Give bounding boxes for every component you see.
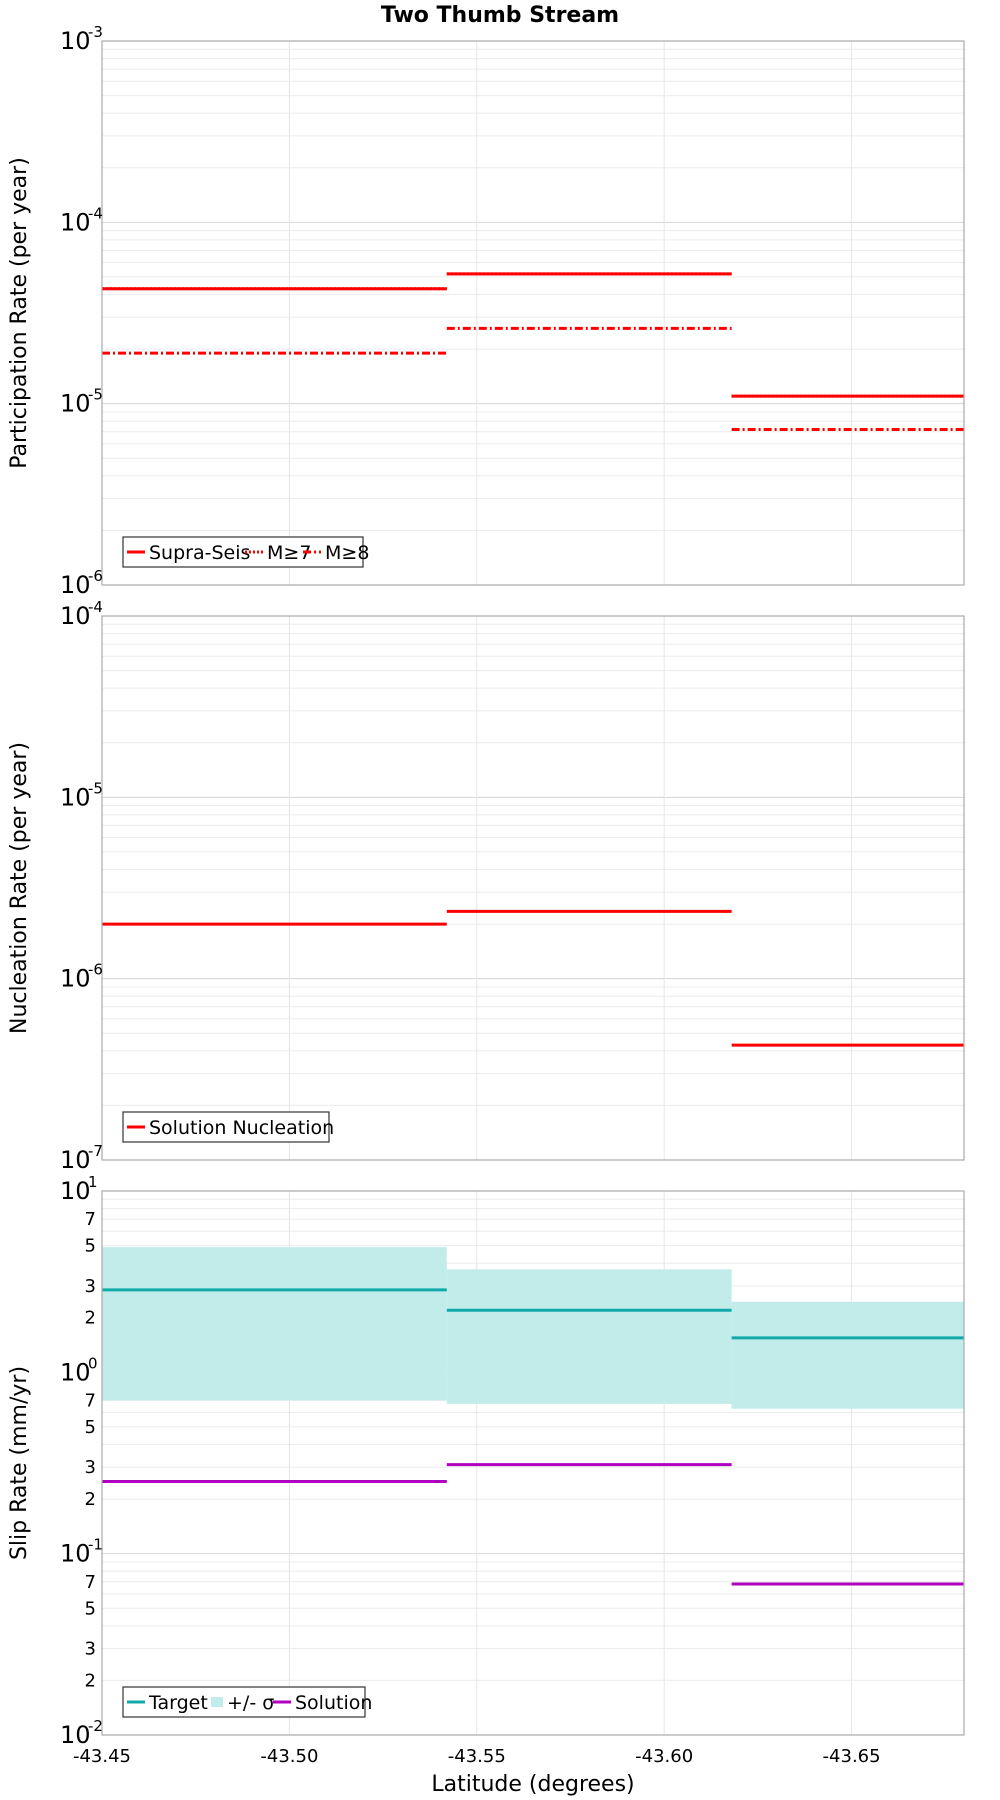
sigma-band-segment bbox=[731, 1301, 964, 1409]
plot-frame bbox=[101, 615, 965, 1161]
legend-box bbox=[122, 1686, 366, 1718]
y-tick-label: 10 bbox=[60, 571, 91, 599]
y-tick-label: 10 bbox=[60, 783, 91, 811]
y-minor-tick-label: 3 bbox=[85, 1457, 96, 1478]
y-tick-label: 10 bbox=[60, 965, 91, 993]
y-tick-exponent: 1 bbox=[88, 1173, 98, 1191]
x-axis-label: Latitude (degrees) bbox=[431, 1772, 634, 1797]
y-minor-tick-label: 5 bbox=[85, 1598, 96, 1619]
y-tick-exponent: -6 bbox=[88, 961, 103, 979]
y-minor-tick-label: 7 bbox=[85, 1572, 96, 1593]
y-axis-label: Participation Rate (per year) bbox=[7, 157, 32, 469]
legend-label: M≥7 bbox=[267, 542, 311, 564]
y-tick-exponent: -5 bbox=[88, 386, 103, 404]
x-tick-label: -43.45 bbox=[73, 1746, 131, 1767]
legend-label: M≥8 bbox=[325, 542, 369, 564]
y-tick-exponent: -2 bbox=[88, 1717, 103, 1735]
legend-box bbox=[122, 1111, 330, 1143]
sigma-band-segment bbox=[102, 1247, 447, 1401]
plot-frame bbox=[101, 1190, 965, 1736]
y-tick-label: 10 bbox=[60, 390, 91, 418]
y-tick-exponent: -1 bbox=[88, 1536, 103, 1554]
y-tick-label: 10 bbox=[60, 1358, 91, 1386]
y-tick-exponent: -4 bbox=[88, 204, 103, 222]
x-tick-label: -43.55 bbox=[448, 1746, 506, 1767]
y-minor-tick-label: 2 bbox=[85, 1308, 96, 1329]
legend: Supra-Seis M≥7 M≥8 bbox=[122, 536, 369, 568]
y-tick-exponent: -6 bbox=[88, 567, 103, 585]
legend-box bbox=[122, 536, 364, 568]
sigma-band-segment bbox=[446, 1269, 732, 1404]
y-minor-tick-label: 5 bbox=[85, 1417, 96, 1438]
y-tick-label: 10 bbox=[60, 1721, 91, 1749]
y-tick-label: 10 bbox=[60, 1177, 91, 1205]
y-tick-exponent: -4 bbox=[88, 598, 103, 616]
y-axis-label: Slip Rate (mm/yr) bbox=[7, 1366, 32, 1560]
y-minor-tick-label: 7 bbox=[85, 1390, 96, 1411]
x-tick-label: -43.50 bbox=[260, 1746, 318, 1767]
y-tick-exponent: 0 bbox=[88, 1354, 98, 1372]
x-tick-label: -43.60 bbox=[635, 1746, 693, 1767]
y-tick-label: 10 bbox=[60, 1540, 91, 1568]
legend-swatch bbox=[211, 1697, 223, 1707]
y-tick-label: 10 bbox=[60, 27, 91, 55]
legend-label: Supra-Seis bbox=[149, 542, 250, 564]
chart-title: Two Thumb Stream bbox=[381, 3, 619, 28]
y-axis-label: Nucleation Rate (per year) bbox=[7, 742, 32, 1034]
legend: Target +/- σ Solution bbox=[122, 1686, 372, 1718]
legend-label: Solution bbox=[295, 1692, 372, 1714]
y-minor-tick-label: 3 bbox=[85, 1638, 96, 1659]
y-tick-label: 10 bbox=[60, 1146, 91, 1174]
y-tick-label: 10 bbox=[60, 602, 91, 630]
legend-label: Solution Nucleation bbox=[149, 1117, 334, 1139]
y-minor-tick-label: 7 bbox=[85, 1209, 96, 1230]
y-tick-exponent: -7 bbox=[88, 1142, 103, 1160]
y-minor-tick-label: 3 bbox=[85, 1276, 96, 1297]
legend-label: +/- σ bbox=[227, 1692, 274, 1714]
y-minor-tick-label: 2 bbox=[85, 1670, 96, 1691]
plot-frame bbox=[101, 40, 965, 586]
legend-label: Target bbox=[148, 1692, 208, 1714]
y-tick-label: 10 bbox=[60, 208, 91, 236]
y-tick-exponent: -5 bbox=[88, 779, 103, 797]
legend: Solution Nucleation bbox=[122, 1111, 334, 1143]
x-tick-label: -43.65 bbox=[823, 1746, 881, 1767]
y-minor-tick-label: 2 bbox=[85, 1489, 96, 1510]
y-minor-tick-label: 5 bbox=[85, 1236, 96, 1257]
y-tick-exponent: -3 bbox=[88, 23, 103, 41]
